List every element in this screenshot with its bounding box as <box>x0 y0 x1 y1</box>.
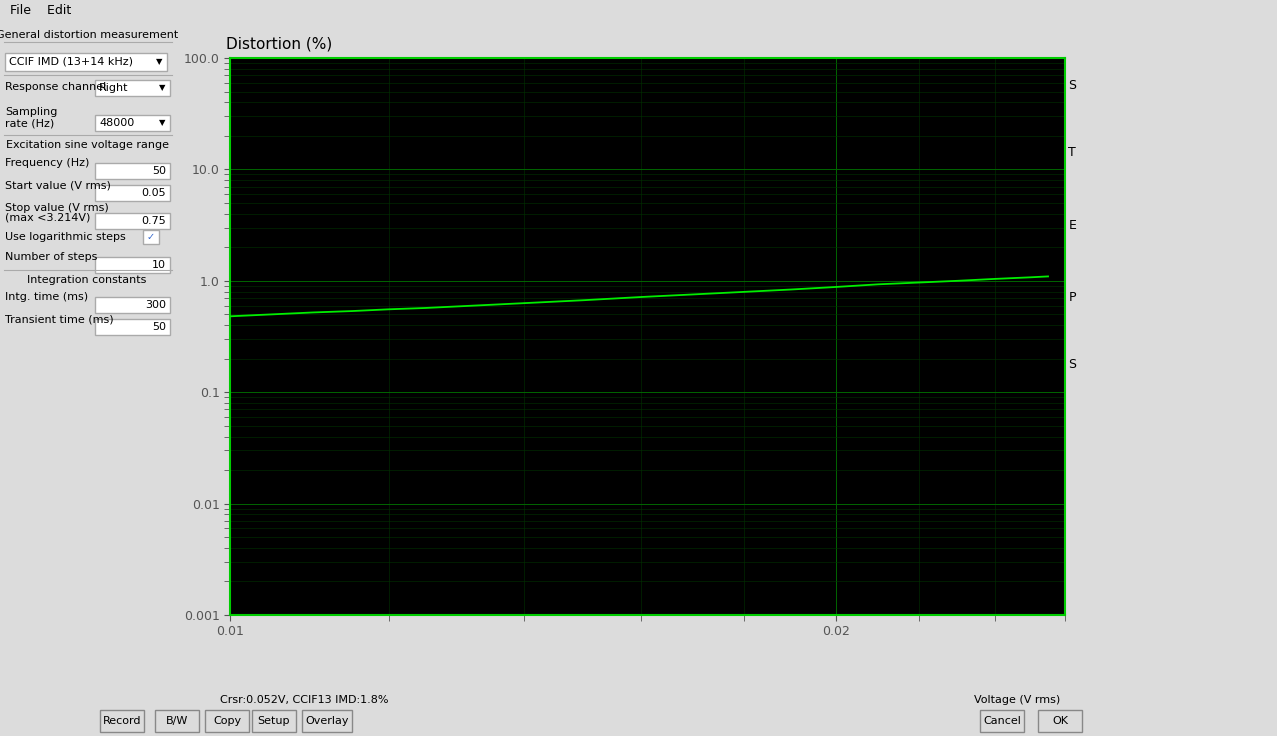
Bar <box>301 710 352 732</box>
Text: P: P <box>1069 291 1075 304</box>
Text: Crsr:0.052V, CCIF13 IMD:1.8%: Crsr:0.052V, CCIF13 IMD:1.8% <box>220 695 388 705</box>
Text: ✓: ✓ <box>147 232 155 242</box>
Text: Number of steps: Number of steps <box>5 252 97 262</box>
Text: CCIF IMD (13+14 kHz): CCIF IMD (13+14 kHz) <box>9 57 133 67</box>
Text: Copy: Copy <box>213 716 241 726</box>
Text: Record: Record <box>102 716 142 726</box>
Bar <box>94 163 170 179</box>
Text: ▼: ▼ <box>158 118 165 127</box>
Text: OK: OK <box>1052 716 1068 726</box>
Text: Response channel: Response channel <box>5 82 106 92</box>
Text: B/W: B/W <box>166 716 188 726</box>
Text: 10: 10 <box>152 260 166 270</box>
Text: File    Edit: File Edit <box>10 4 72 18</box>
Text: Sampling: Sampling <box>5 107 57 117</box>
Text: Stop value (V rms): Stop value (V rms) <box>5 203 109 213</box>
Text: 0.75: 0.75 <box>142 216 166 226</box>
Bar <box>979 710 1024 732</box>
Bar <box>1038 710 1082 732</box>
Text: Excitation sine voltage range: Excitation sine voltage range <box>5 140 169 150</box>
Text: ▼: ▼ <box>156 57 162 66</box>
Bar <box>206 710 249 732</box>
Text: S: S <box>1069 79 1077 92</box>
Text: 300: 300 <box>146 300 166 310</box>
Text: General distortion measurement: General distortion measurement <box>0 30 178 40</box>
Bar <box>100 710 144 732</box>
Text: (max <3.214V): (max <3.214V) <box>5 213 91 223</box>
Bar <box>94 297 170 313</box>
Bar <box>94 80 170 96</box>
Text: Start value (V rms): Start value (V rms) <box>5 180 111 190</box>
Text: rate (Hz): rate (Hz) <box>5 118 54 128</box>
Text: Use logarithmic steps: Use logarithmic steps <box>5 232 125 242</box>
Text: Integration constants: Integration constants <box>27 275 147 285</box>
Text: ▼: ▼ <box>158 83 165 93</box>
Text: Right: Right <box>100 83 129 93</box>
Text: Voltage (V rms): Voltage (V rms) <box>974 695 1060 705</box>
Text: Intg. time (ms): Intg. time (ms) <box>5 292 88 302</box>
Text: S: S <box>1069 358 1077 371</box>
Bar <box>94 257 170 273</box>
Text: Transient time (ms): Transient time (ms) <box>5 314 114 324</box>
Text: 48000: 48000 <box>100 118 134 128</box>
Bar <box>94 319 170 335</box>
Bar <box>94 213 170 229</box>
Text: Cancel: Cancel <box>983 716 1020 726</box>
Text: Frequency (Hz): Frequency (Hz) <box>5 158 89 168</box>
Text: 50: 50 <box>152 166 166 176</box>
Text: Distortion (%): Distortion (%) <box>226 36 332 52</box>
Bar <box>155 710 199 732</box>
Bar <box>143 230 160 244</box>
Text: Setup: Setup <box>258 716 290 726</box>
Text: Overlay: Overlay <box>305 716 349 726</box>
Bar <box>5 53 167 71</box>
Text: T: T <box>1069 146 1077 159</box>
Text: E: E <box>1069 219 1077 232</box>
Bar <box>252 710 296 732</box>
Text: 50: 50 <box>152 322 166 332</box>
Text: 0.05: 0.05 <box>142 188 166 198</box>
Bar <box>94 185 170 201</box>
Bar <box>94 115 170 131</box>
